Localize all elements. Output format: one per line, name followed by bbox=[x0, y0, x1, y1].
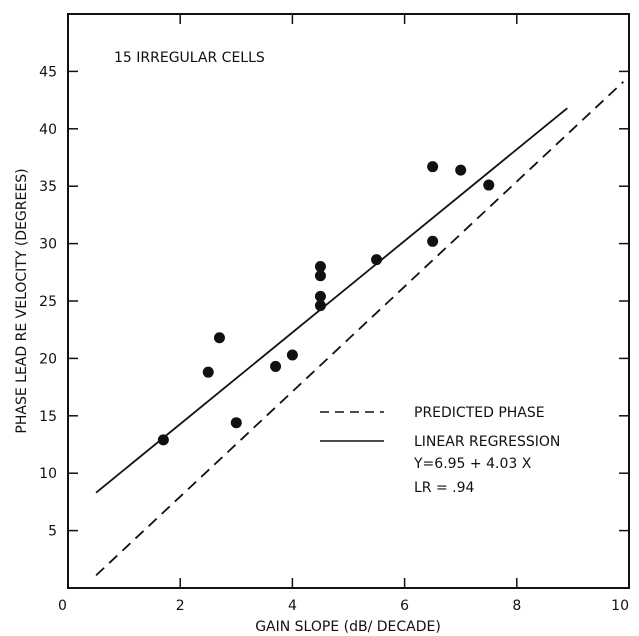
legend: PREDICTED PHASE LINEAR REGRESSION Y=6.95… bbox=[320, 405, 560, 496]
y-tick-label: 10 bbox=[39, 466, 57, 482]
data-point bbox=[314, 300, 326, 312]
chart-title: 15 IRREGULAR CELLS bbox=[114, 50, 265, 66]
data-point bbox=[157, 434, 169, 446]
predicted-phase-line bbox=[95, 81, 625, 577]
x-tick-label: 8 bbox=[512, 598, 521, 614]
data-point bbox=[230, 417, 242, 429]
data-point bbox=[314, 270, 326, 282]
data-point bbox=[314, 261, 326, 273]
y-tick-label: 20 bbox=[39, 351, 57, 367]
data-point bbox=[202, 366, 214, 378]
data-point bbox=[483, 179, 495, 191]
y-tick-label: 25 bbox=[39, 294, 57, 310]
plot-frame bbox=[67, 13, 630, 589]
data-point bbox=[286, 349, 298, 361]
data-point bbox=[427, 235, 439, 247]
regression-line bbox=[95, 107, 568, 494]
legend-predicted-label: PREDICTED PHASE bbox=[414, 405, 545, 421]
legend-equation: Y=6.95 + 4.03 X bbox=[413, 456, 532, 472]
data-point bbox=[270, 360, 282, 372]
x-tick-label: 2 bbox=[176, 598, 185, 614]
x-tick-label: 6 bbox=[400, 598, 409, 614]
x-tick-label: 4 bbox=[288, 598, 297, 614]
series-lines bbox=[95, 81, 625, 577]
axis-ticks: 0 2 4 6 8 10 5 10 15 20 25 30 35 40 45 bbox=[39, 14, 630, 614]
y-tick-label: 45 bbox=[39, 64, 57, 80]
y-tick-label: 35 bbox=[39, 179, 57, 195]
data-points bbox=[157, 161, 495, 446]
data-point bbox=[213, 332, 225, 344]
data-point bbox=[455, 164, 467, 176]
data-point bbox=[371, 254, 383, 266]
data-point bbox=[427, 161, 439, 173]
x-tick-label: 10 bbox=[611, 598, 629, 614]
y-tick-label: 5 bbox=[48, 524, 57, 540]
y-tick-label: 30 bbox=[39, 237, 57, 253]
x-axis-label: GAIN SLOPE (dB/ DECADE) bbox=[255, 619, 441, 635]
y-tick-label: 15 bbox=[39, 409, 57, 425]
y-axis-label: PHASE LEAD RE VELOCITY (DEGREES) bbox=[14, 168, 30, 433]
legend-regression-label: LINEAR REGRESSION bbox=[414, 434, 560, 450]
y-tick-label: 40 bbox=[39, 122, 57, 138]
x-tick-label: 0 bbox=[58, 598, 67, 614]
legend-r-value: LR = .94 bbox=[414, 480, 475, 496]
data-point bbox=[314, 290, 326, 302]
